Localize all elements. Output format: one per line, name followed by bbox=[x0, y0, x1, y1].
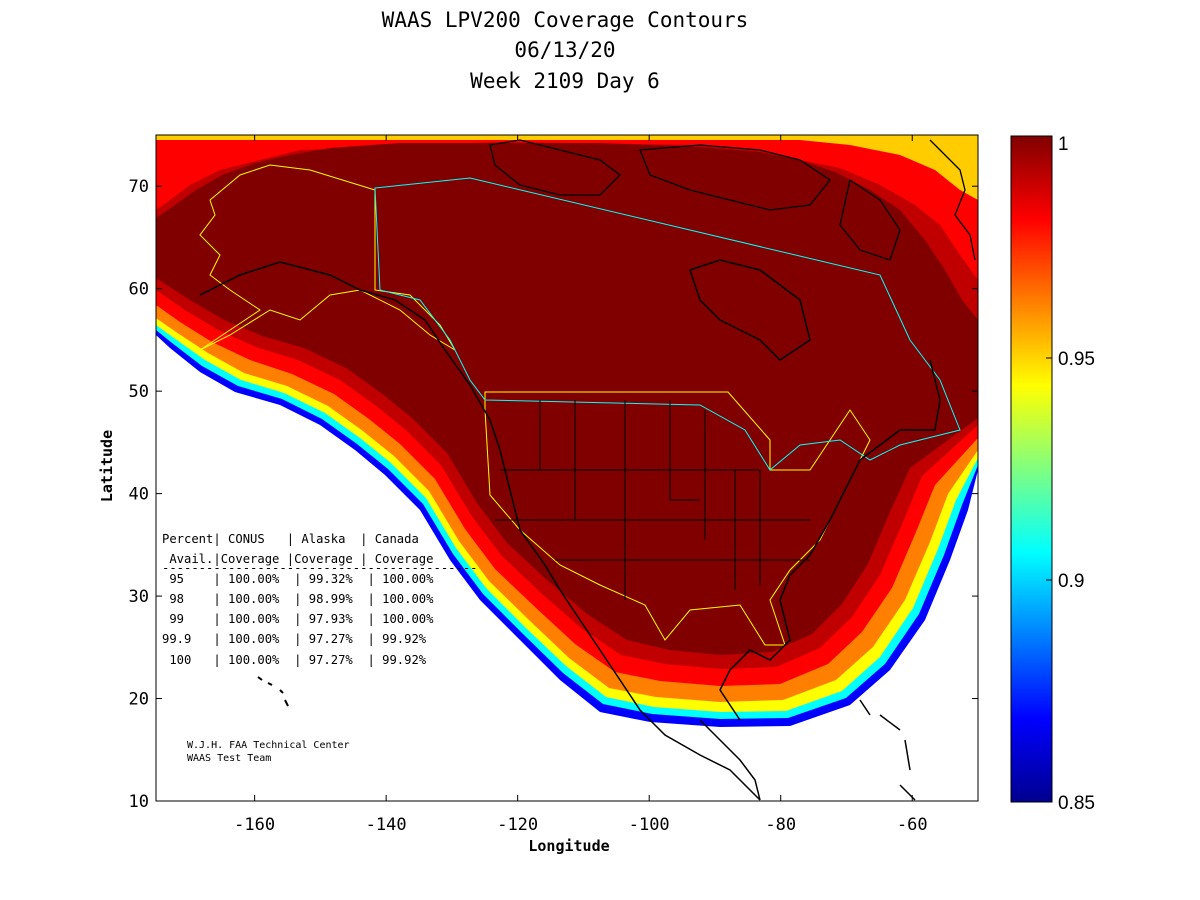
coastline-north-america bbox=[199, 261, 761, 801]
y-tick-label: 70 bbox=[129, 177, 149, 197]
chart-date: 06/13/20 bbox=[514, 38, 616, 62]
x-tick-label: -100 bbox=[629, 815, 670, 835]
central-america bbox=[699, 699, 916, 801]
hudson-bay bbox=[689, 259, 811, 361]
coverage-table: Percent| CONUS | Alaska | Canada Avail.|… bbox=[162, 532, 478, 667]
table-header-2: Avail.|Coverage |Coverage | Coverage bbox=[162, 552, 434, 566]
y-tick-label: 40 bbox=[129, 485, 149, 505]
table-row: 95 | 100.00% | 99.32% | 100.00% bbox=[162, 572, 434, 586]
y-axis: 10 20 30 40 50 60 70 bbox=[129, 177, 978, 812]
us-state-lines bbox=[495, 400, 810, 600]
x-tick-label: -120 bbox=[497, 815, 538, 835]
y-tick-label: 50 bbox=[129, 382, 149, 402]
arctic-islands bbox=[489, 139, 901, 261]
y-tick-label: 60 bbox=[129, 280, 149, 300]
coastline-east bbox=[719, 359, 941, 721]
y-tick-label: 30 bbox=[129, 587, 149, 607]
y-tick-label: 20 bbox=[129, 690, 149, 710]
colorbar-tick-label: 1 bbox=[1058, 134, 1069, 155]
x-axis-label: Longitude bbox=[528, 837, 609, 855]
x-tick-label: -60 bbox=[897, 815, 928, 835]
table-header-1: Percent| CONUS | Alaska | Canada bbox=[162, 532, 419, 546]
y-tick-label: 10 bbox=[129, 792, 149, 812]
full-coverage-region bbox=[156, 143, 978, 655]
x-tick-label: -160 bbox=[234, 815, 275, 835]
colorbar-ticks: 1 0.95 0.9 0.85 bbox=[1046, 134, 1095, 814]
map-outlines bbox=[199, 139, 976, 801]
colorbar-tick-label: 0.95 bbox=[1058, 349, 1095, 370]
coverage-contours bbox=[156, 135, 978, 727]
hawaii-islands bbox=[257, 676, 289, 707]
colorbar bbox=[1010, 135, 1053, 803]
table-row: 99.9 | 100.00% | 97.27% | 99.92% bbox=[162, 632, 427, 646]
canada-border-outline bbox=[374, 177, 961, 471]
chart-title: WAAS LPV200 Coverage Contours bbox=[381, 8, 749, 32]
chart-week-day: Week 2109 Day 6 bbox=[470, 69, 660, 93]
x-tick-label: -80 bbox=[765, 815, 796, 835]
colorbar-tick-label: 0.85 bbox=[1058, 793, 1095, 814]
credit-line-2: WAAS Test Team bbox=[187, 753, 271, 764]
greenland-coast bbox=[929, 139, 976, 261]
table-separator: ----------------------------------------… bbox=[162, 561, 478, 575]
table-row: 99 | 100.00% | 97.93% | 100.00% bbox=[162, 612, 434, 626]
table-row: 98 | 100.00% | 98.99% | 100.00% bbox=[162, 592, 434, 606]
y-axis-label: Latitude bbox=[98, 430, 116, 502]
colorbar-tick-label: 0.9 bbox=[1058, 571, 1084, 592]
plot-frame bbox=[155, 134, 979, 802]
credit-line-1: W.J.H. FAA Technical Center bbox=[187, 740, 350, 751]
band-top-yellow bbox=[156, 135, 978, 200]
x-tick-label: -140 bbox=[366, 815, 407, 835]
x-axis: -160 -140 -120 -100 -80 -60 bbox=[234, 135, 928, 835]
table-row: 100 | 100.00% | 97.27% | 99.92% bbox=[162, 653, 427, 667]
